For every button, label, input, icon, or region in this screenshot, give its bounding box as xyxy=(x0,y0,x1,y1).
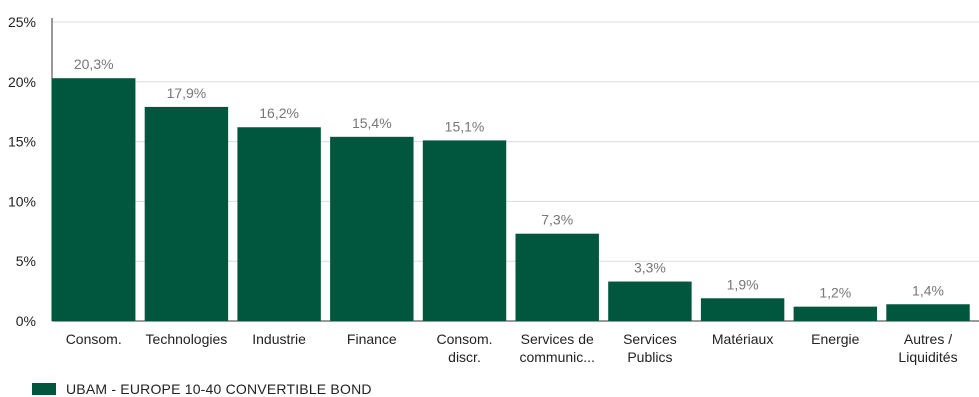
x-tick-label: Consom. discr. xyxy=(436,331,492,365)
y-tick-label: 5% xyxy=(16,253,36,269)
legend-label: UBAM - EUROPE 10-40 CONVERTIBLE BOND xyxy=(66,381,372,397)
x-tick-label-line: Finance xyxy=(347,331,397,347)
data-label: 15,4% xyxy=(352,115,392,131)
x-tick-label: Autres / Liquidités xyxy=(898,331,957,365)
y-tick-label: 25% xyxy=(8,14,36,30)
data-label: 17,9% xyxy=(167,85,207,101)
x-tick-label: Industrie xyxy=(252,331,306,347)
x-tick-label: Services Publics xyxy=(623,331,677,365)
y-tick-label: 10% xyxy=(8,193,36,209)
bar xyxy=(52,78,136,321)
bar xyxy=(422,140,507,321)
x-tick-label-line: Industrie xyxy=(252,331,306,347)
y-tick-label: 15% xyxy=(8,134,36,150)
x-tick-label: Consom. xyxy=(66,331,122,347)
data-label: 1,9% xyxy=(727,276,759,292)
legend: UBAM - EUROPE 10-40 CONVERTIBLE BOND xyxy=(32,381,372,397)
x-tick-label-line: Autres / xyxy=(904,331,952,347)
bar xyxy=(886,304,970,321)
data-label: 3,3% xyxy=(634,260,666,276)
x-tick-label-line: Publics xyxy=(627,349,672,365)
bar xyxy=(144,106,229,321)
data-label: 7,3% xyxy=(541,212,573,228)
value-labels: 20,3% 17,9% 16,2% 15,4% 15,1% 7,3% 3,3% 1,9% 1,2… xyxy=(74,56,944,300)
category-labels: Consom. Technologies Industrie Finance Conso… xyxy=(66,331,958,365)
x-tick-label-line: Technologies xyxy=(146,331,228,347)
bar xyxy=(608,281,692,321)
x-tick-label: Services de communic... xyxy=(519,331,594,365)
bar xyxy=(330,136,414,321)
x-tick-label-line: Consom. xyxy=(66,331,122,347)
data-label: 1,2% xyxy=(819,285,851,301)
bar xyxy=(237,127,321,321)
x-tick-label-line: Liquidités xyxy=(898,349,957,365)
x-tick-label: Finance xyxy=(347,331,397,347)
x-tick-label: Technologies xyxy=(146,331,228,347)
data-label: 15,1% xyxy=(445,118,485,134)
data-label: 20,3% xyxy=(74,56,114,72)
data-label: 16,2% xyxy=(259,105,299,121)
x-tick-label-line: discr. xyxy=(448,349,481,365)
x-tick-label-line: communic... xyxy=(519,349,594,365)
x-tick-label-line: Services xyxy=(623,331,677,347)
data-label: 1,4% xyxy=(912,282,944,298)
x-tick-label-line: Services de xyxy=(521,331,594,347)
x-tick-label-line: Matériaux xyxy=(712,331,773,347)
y-tick-label: 20% xyxy=(8,74,36,90)
bar xyxy=(515,233,599,321)
x-tick-label: Energie xyxy=(811,331,859,347)
bars xyxy=(52,78,970,321)
x-tick-label: Matériaux xyxy=(712,331,773,347)
bar xyxy=(793,306,878,321)
x-tick-label-line: Energie xyxy=(811,331,859,347)
y-tick-label: 0% xyxy=(16,313,36,329)
bar xyxy=(700,298,785,321)
legend-swatch xyxy=(32,383,56,395)
x-tick-label-line: Consom. xyxy=(436,331,492,347)
